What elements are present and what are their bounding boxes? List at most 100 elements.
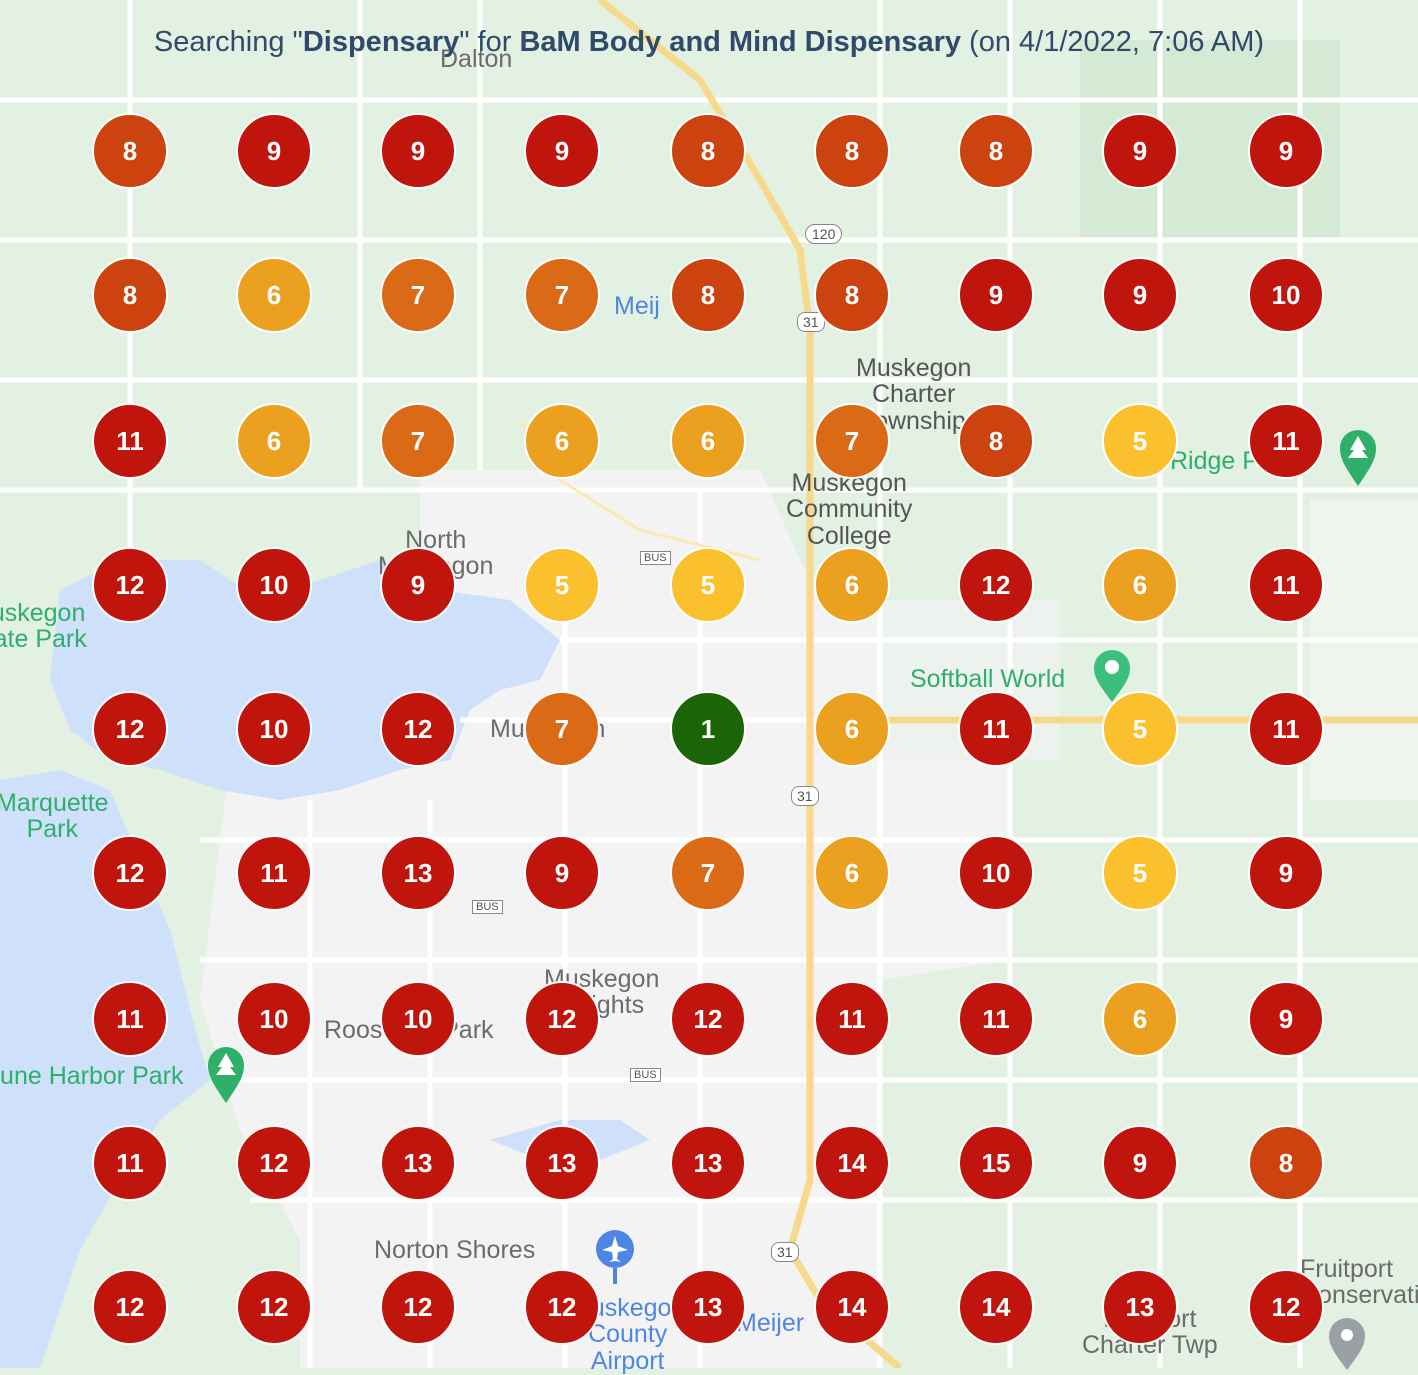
rank-pin[interactable]: 7 xyxy=(524,691,600,767)
location-marker-icon[interactable] xyxy=(1326,1316,1368,1372)
rank-pin[interactable]: 5 xyxy=(524,547,600,623)
rank-pin[interactable]: 12 xyxy=(236,1125,312,1201)
rank-pin[interactable]: 6 xyxy=(236,403,312,479)
rank-pin[interactable]: 10 xyxy=(236,981,312,1057)
rank-pin[interactable]: 6 xyxy=(670,403,746,479)
rank-pin[interactable]: 11 xyxy=(92,981,168,1057)
rank-pin[interactable]: 9 xyxy=(524,835,600,911)
rank-pin[interactable]: 12 xyxy=(92,691,168,767)
title-middle: " for xyxy=(459,26,520,58)
rank-pin[interactable]: 6 xyxy=(814,547,890,623)
rank-pin[interactable]: 12 xyxy=(92,835,168,911)
rank-pin[interactable]: 13 xyxy=(1102,1269,1178,1345)
rank-pin[interactable]: 8 xyxy=(670,113,746,189)
rank-pin[interactable]: 11 xyxy=(958,981,1034,1057)
rank-pin[interactable]: 9 xyxy=(1102,257,1178,333)
rank-pin[interactable]: 14 xyxy=(814,1269,890,1345)
rank-pin[interactable]: 14 xyxy=(814,1125,890,1201)
rank-pin[interactable]: 11 xyxy=(814,981,890,1057)
rank-pin[interactable]: 10 xyxy=(380,981,456,1057)
rank-pin[interactable]: 11 xyxy=(92,403,168,479)
rank-pin[interactable]: 11 xyxy=(958,691,1034,767)
rank-pin[interactable]: 1 xyxy=(670,691,746,767)
search-keyword: Dispensary xyxy=(302,26,460,58)
rank-pin[interactable]: 11 xyxy=(236,835,312,911)
rank-pin[interactable]: 9 xyxy=(1248,835,1324,911)
rank-pin[interactable]: 8 xyxy=(670,257,746,333)
rank-pin[interactable]: 6 xyxy=(236,257,312,333)
rank-pin[interactable]: 12 xyxy=(524,981,600,1057)
rank-pin[interactable]: 10 xyxy=(236,691,312,767)
rank-pin[interactable]: 14 xyxy=(958,1269,1034,1345)
rank-pin[interactable]: 6 xyxy=(524,403,600,479)
rank-pin[interactable]: 12 xyxy=(524,1269,600,1345)
rank-pin[interactable]: 11 xyxy=(1248,403,1324,479)
label-softball-world[interactable]: Softball World xyxy=(910,665,1066,693)
rank-pin[interactable]: 6 xyxy=(814,691,890,767)
rank-pin[interactable]: 7 xyxy=(380,403,456,479)
rank-pin[interactable]: 7 xyxy=(814,403,890,479)
softball-marker-icon[interactable] xyxy=(1092,648,1132,704)
rank-pin[interactable]: 9 xyxy=(958,257,1034,333)
rank-pin[interactable]: 6 xyxy=(1102,981,1178,1057)
rank-pin[interactable]: 9 xyxy=(1248,113,1324,189)
rank-pin[interactable]: 6 xyxy=(814,835,890,911)
us31-shield: 31 xyxy=(797,312,825,332)
rank-pin[interactable]: 13 xyxy=(380,1125,456,1201)
rank-pin[interactable]: 6 xyxy=(1102,547,1178,623)
rank-pin[interactable]: 8 xyxy=(92,257,168,333)
rank-pin[interactable]: 11 xyxy=(92,1125,168,1201)
rank-pin[interactable]: 12 xyxy=(92,1269,168,1345)
rank-pin[interactable]: 12 xyxy=(92,547,168,623)
business-name: BaM Body and Mind Dispensary xyxy=(519,26,961,58)
rank-pin[interactable]: 13 xyxy=(670,1269,746,1345)
rank-pin[interactable]: 15 xyxy=(958,1125,1034,1201)
rank-pin[interactable]: 5 xyxy=(1102,691,1178,767)
label-norton-shores: Norton Shores xyxy=(374,1236,536,1264)
rank-pin[interactable]: 8 xyxy=(1248,1125,1324,1201)
rank-pin[interactable]: 7 xyxy=(670,835,746,911)
rank-pin[interactable]: 9 xyxy=(380,547,456,623)
park-marker-icon[interactable] xyxy=(1338,428,1378,488)
label-meijer-north[interactable]: Meij xyxy=(614,292,660,320)
rank-pin[interactable]: 13 xyxy=(670,1125,746,1201)
label-muskegon-state-park: Muskegon State Park xyxy=(0,599,87,654)
airport-icon[interactable] xyxy=(594,1228,636,1286)
rank-pin[interactable]: 7 xyxy=(524,257,600,333)
rank-pin[interactable]: 13 xyxy=(380,835,456,911)
rank-pin[interactable]: 12 xyxy=(1248,1269,1324,1345)
rank-pin[interactable]: 13 xyxy=(524,1125,600,1201)
label-meijer-south[interactable]: Meijer xyxy=(736,1309,805,1337)
rank-pin[interactable]: 9 xyxy=(524,113,600,189)
rank-pin[interactable]: 7 xyxy=(380,257,456,333)
rank-pin[interactable]: 12 xyxy=(236,1269,312,1345)
rank-pin[interactable]: 8 xyxy=(92,113,168,189)
rank-pin[interactable]: 12 xyxy=(380,1269,456,1345)
rank-pin[interactable]: 5 xyxy=(670,547,746,623)
rank-pin[interactable]: 5 xyxy=(1102,403,1178,479)
rank-pin[interactable]: 8 xyxy=(958,403,1034,479)
us31-shield: 31 xyxy=(771,1242,799,1262)
rank-pin[interactable]: 12 xyxy=(670,981,746,1057)
rank-pin[interactable]: 12 xyxy=(380,691,456,767)
rank-pin[interactable]: 11 xyxy=(1248,547,1324,623)
rank-pin[interactable]: 10 xyxy=(236,547,312,623)
rank-pin[interactable]: 8 xyxy=(814,257,890,333)
rank-pin[interactable]: 5 xyxy=(1102,835,1178,911)
rank-pin[interactable]: 9 xyxy=(380,113,456,189)
label-dune-harbor-park[interactable]: Dune Harbor Park xyxy=(0,1062,184,1090)
rank-pin[interactable]: 9 xyxy=(236,113,312,189)
rank-pin[interactable]: 9 xyxy=(1248,981,1324,1057)
label-dalton: Dalton xyxy=(440,45,513,73)
route-120-shield: 120 xyxy=(805,224,843,244)
rank-pin[interactable]: 9 xyxy=(1102,1125,1178,1201)
rank-pin[interactable]: 10 xyxy=(1248,257,1324,333)
park-marker-icon[interactable] xyxy=(206,1045,246,1105)
rank-pin[interactable]: 8 xyxy=(814,113,890,189)
rank-pin[interactable]: 8 xyxy=(958,113,1034,189)
rank-pin[interactable]: 10 xyxy=(958,835,1034,911)
rank-pin[interactable]: 12 xyxy=(958,547,1034,623)
rank-pin[interactable]: 11 xyxy=(1248,691,1324,767)
rank-pin[interactable]: 9 xyxy=(1102,113,1178,189)
